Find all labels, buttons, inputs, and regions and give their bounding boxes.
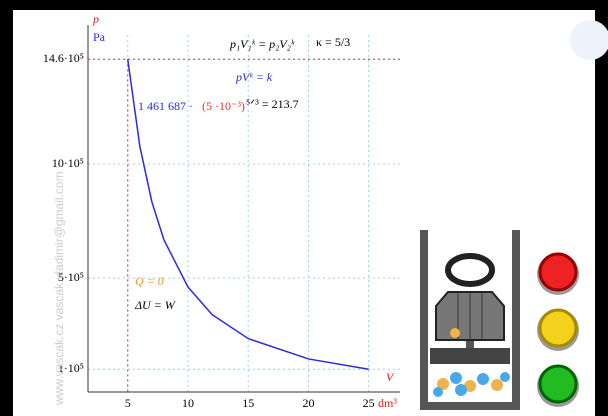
watermark: www.vascak.cz vascak.vladimir@gmail.com xyxy=(52,171,66,406)
annotation: Q = 0 xyxy=(135,274,164,288)
button-green[interactable] xyxy=(540,366,576,402)
page: {"chart_data": {"type": "line", "x_label… xyxy=(0,0,608,416)
x-tick-label: 15 xyxy=(242,396,254,410)
button-red[interactable] xyxy=(540,254,576,290)
x-tick-label: 25 xyxy=(363,396,375,410)
formula: 1 461 687 · xyxy=(138,99,193,113)
formula: ⁵ᐟ³ = 213.7 xyxy=(246,97,299,111)
formula: pVᵏ = k xyxy=(235,70,273,84)
formula: (5 ·10⁻³) xyxy=(202,99,245,113)
x-tick-label: 5 xyxy=(125,396,131,410)
formula: p₁V₁ᵏ = p₂V₂ᵏ xyxy=(229,37,295,51)
annotation: ΔU = W xyxy=(134,298,176,312)
y-axis-label: p xyxy=(92,12,99,26)
x-axis-unit: dm³ xyxy=(378,396,397,410)
app: 5101520251·10⁵5·10⁵10·10⁵14.6·10⁵pPaVdm³… xyxy=(0,0,608,416)
button-yellow[interactable] xyxy=(540,310,576,346)
y-tick-label: 14.6·10⁵ xyxy=(43,51,84,65)
formula: κ = 5/3 xyxy=(316,35,350,49)
y-tick-label: 10·10⁵ xyxy=(52,156,84,170)
x-tick-label: 20 xyxy=(302,396,314,410)
y-axis-unit: Pa xyxy=(93,30,106,44)
x-tick-label: 10 xyxy=(182,396,194,410)
